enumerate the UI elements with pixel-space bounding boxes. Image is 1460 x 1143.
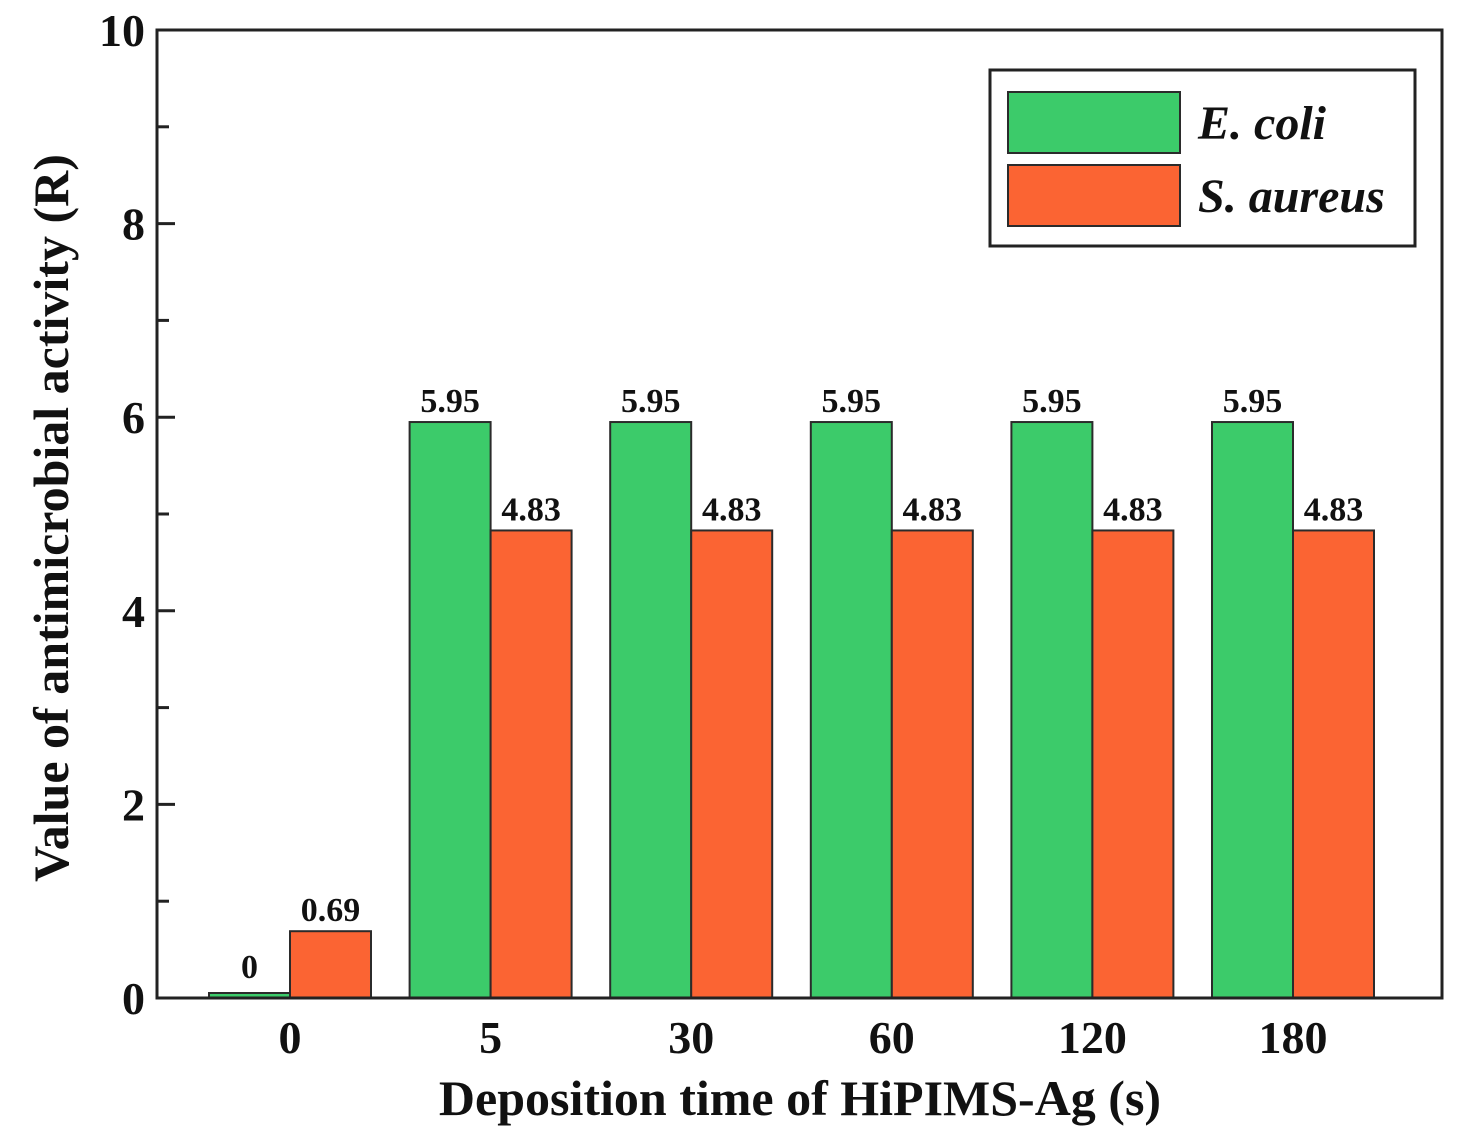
y-tick-label-8: 8 xyxy=(122,199,145,250)
data-label-saureus-180: 4.83 xyxy=(1304,491,1364,528)
data-label-ecoli-30: 5.95 xyxy=(621,383,681,420)
legend-label-saureus: S. aureus xyxy=(1198,170,1385,223)
legend: E. coli S. aureus xyxy=(988,68,1417,248)
x-tick-label-60: 60 xyxy=(869,1012,915,1063)
bar-saureus-120 xyxy=(1091,529,1175,999)
x-axis-title: Deposition time of HiPIMS-Ag (s) xyxy=(439,1070,1161,1126)
bar-ecoli-180 xyxy=(1211,421,1294,1000)
bar-saureus-180 xyxy=(1292,529,1375,999)
x-tick-label-5: 5 xyxy=(479,1012,502,1063)
x-tick-label-0: 0 xyxy=(279,1012,302,1063)
data-label-ecoli-180: 5.95 xyxy=(1223,383,1283,420)
x-tick-label-30: 30 xyxy=(668,1012,714,1063)
bar-ecoli-30 xyxy=(609,421,693,1000)
y-tick-label-0: 0 xyxy=(122,973,145,1024)
data-labels: 0 0.69 5.95 4.83 5.95 4.83 5.95 4.83 5.95 4.83 5.9… xyxy=(241,383,1363,986)
bar-saureus-5 xyxy=(489,529,573,999)
data-label-ecoli-120: 5.95 xyxy=(1022,383,1082,420)
bar-saureus-60 xyxy=(890,529,974,999)
x-tick-label-180: 180 xyxy=(1259,1012,1328,1063)
data-label-saureus-0: 0.69 xyxy=(301,892,361,929)
y-tick-label-2: 2 xyxy=(122,779,145,830)
y-tick-label-10: 10 xyxy=(99,5,145,56)
legend-swatch-ecoli xyxy=(1007,91,1181,154)
legend-swatch-saureus xyxy=(1007,164,1181,227)
data-label-ecoli-60: 5.95 xyxy=(822,383,882,420)
bar-ecoli-120 xyxy=(1010,421,1094,1000)
bar-saureus-0 xyxy=(289,930,372,1000)
data-label-saureus-120: 4.83 xyxy=(1103,491,1163,528)
data-label-saureus-30: 4.83 xyxy=(702,491,762,528)
y-tick-label-4: 4 xyxy=(122,586,145,637)
axis-ticks: 0 5 30 60 120 180 0 2 4 6 8 10 xyxy=(99,5,1328,1063)
data-label-ecoli-0: 0 xyxy=(241,949,258,986)
data-label-saureus-5: 4.83 xyxy=(501,491,561,528)
legend-label-ecoli: E. coli xyxy=(1197,97,1327,150)
bar-saureus-30 xyxy=(690,529,774,999)
bar-ecoli-60 xyxy=(809,421,893,1000)
y-tick-label-6: 6 xyxy=(122,392,145,443)
bar-ecoli-5 xyxy=(408,421,492,1000)
data-label-saureus-60: 4.83 xyxy=(903,491,963,528)
chart-marks xyxy=(208,421,1375,1000)
data-label-ecoli-5: 5.95 xyxy=(420,383,480,420)
x-tick-label-120: 120 xyxy=(1058,1012,1127,1063)
y-axis-title: Value of antimicrobial activity (R) xyxy=(23,154,79,882)
